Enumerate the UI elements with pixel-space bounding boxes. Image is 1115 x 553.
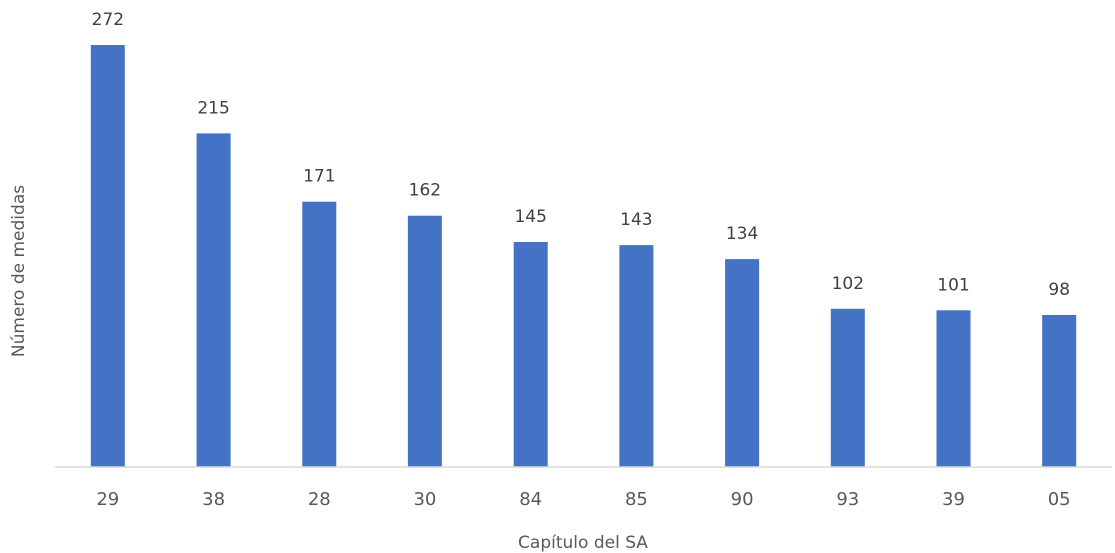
bar-93 [830,308,865,468]
x-tick-label-90: 90 [731,489,754,510]
data-label-30: 162 [409,181,441,201]
x-tick-label-85: 85 [625,489,648,510]
x-tick-label-30: 30 [413,489,436,510]
data-label-84: 145 [514,207,546,227]
x-tick-label-05: 05 [1048,489,1071,510]
x-axis-title: Capítulo del SA [518,533,648,553]
x-tick-label-93: 93 [836,489,859,510]
data-label-90: 134 [726,224,758,244]
bars-group [90,45,1077,468]
bar-38 [196,133,231,467]
data-label-29: 272 [92,10,124,30]
x-tick-label-28: 28 [308,489,331,510]
bar-30 [407,215,442,467]
bar-39 [936,310,971,467]
x-tick-label-29: 29 [96,489,119,510]
y-axis-title: Número de medidas [9,185,29,357]
bar-29 [90,45,125,467]
data-label-93: 102 [832,274,864,294]
x-tick-labels-group: 29 38 28 30 84 85 90 93 39 05 [96,489,1070,510]
bar-85 [619,245,654,467]
data-label-38: 215 [197,98,229,118]
data-label-39: 101 [937,275,969,295]
x-tick-label-84: 84 [519,489,542,510]
bar-28 [302,201,337,467]
x-tick-label-38: 38 [202,489,225,510]
data-labels-group: 272 215 171 162 145 143 134 102 101 98 [92,10,1070,300]
data-label-85: 143 [620,210,652,230]
bar-90 [725,259,760,467]
data-label-28: 171 [303,167,335,187]
data-label-05: 98 [1048,280,1070,300]
bar-05 [1042,315,1077,467]
x-tick-label-39: 39 [942,489,965,510]
bar-84 [513,242,548,467]
